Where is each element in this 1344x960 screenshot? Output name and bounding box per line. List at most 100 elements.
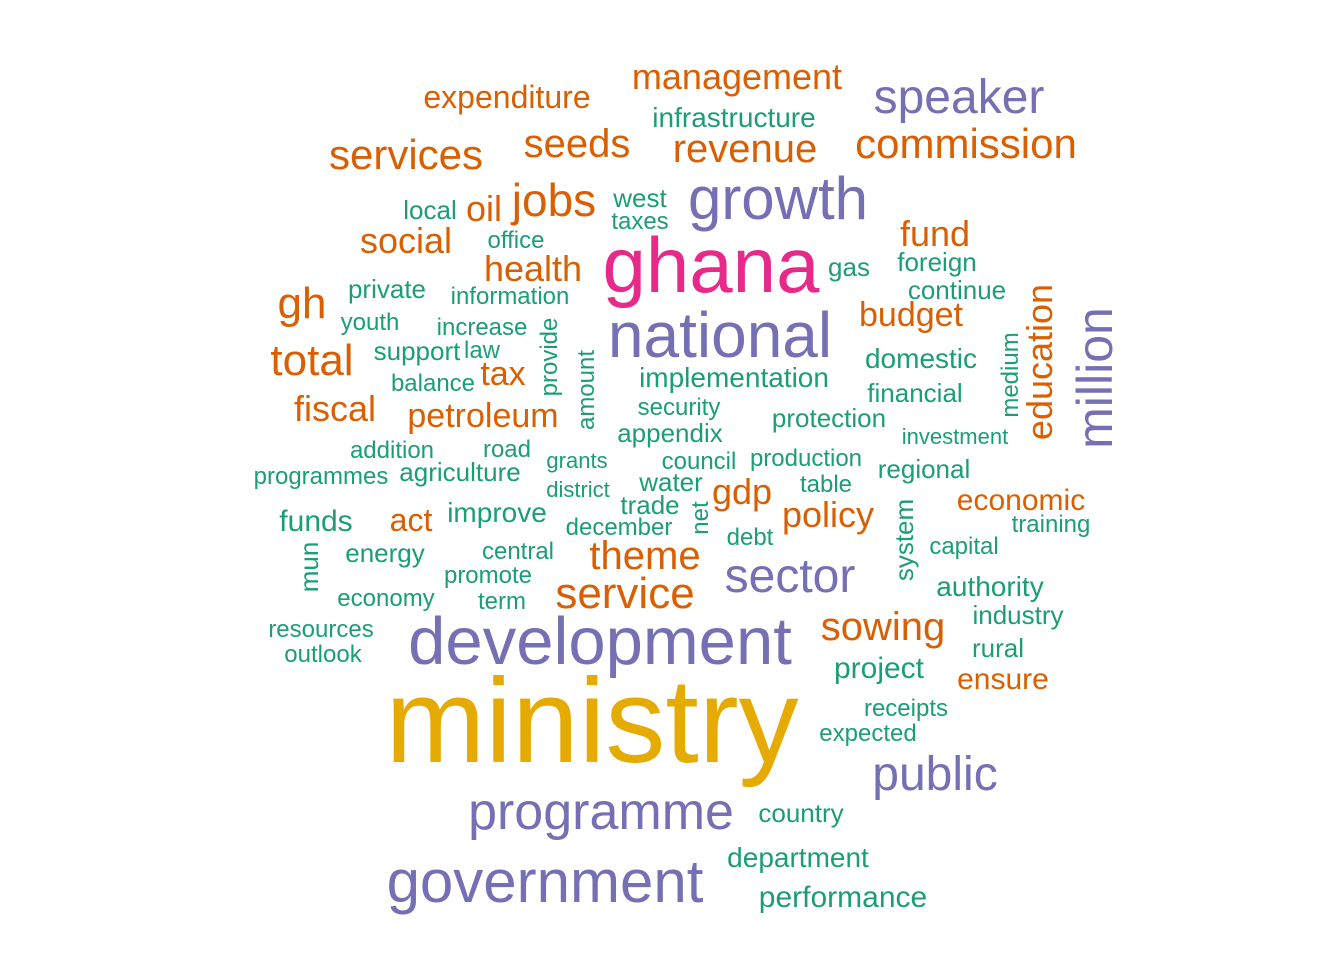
word-investment: investment [902, 424, 1008, 449]
word-infrastructure: infrastructure [652, 102, 815, 133]
word-receipts: receipts [864, 695, 948, 722]
word-service: service [555, 569, 694, 618]
word-regional: regional [878, 454, 971, 484]
word-gh: gh [278, 279, 327, 328]
word-speaker: speaker [874, 71, 1045, 124]
word-improve: improve [447, 497, 547, 528]
word-industry: industry [972, 600, 1063, 630]
word-mun: mun [294, 542, 324, 593]
word-water: water [638, 467, 703, 497]
word-private: private [348, 274, 426, 304]
word-health: health [484, 248, 582, 289]
word-tax: tax [480, 355, 525, 393]
word-services: services [329, 131, 483, 178]
word-education: education [1019, 284, 1060, 440]
word-ghana: ghana [603, 221, 821, 309]
word-rural: rural [972, 633, 1024, 663]
word-continue: continue [908, 275, 1006, 305]
word-sector: sector [725, 550, 856, 603]
word-public: public [872, 748, 997, 801]
word-addition: addition [350, 437, 434, 464]
word-increase: increase [437, 314, 528, 341]
word-security: security [638, 394, 721, 421]
word-production: production [750, 445, 862, 472]
word-implementation: implementation [639, 362, 829, 393]
word-country: country [758, 798, 843, 828]
word-support: support [374, 336, 461, 366]
word-performance: performance [759, 881, 927, 914]
word-road: road [483, 436, 531, 463]
word-sowing: sowing [821, 605, 946, 649]
word-information: information [451, 283, 570, 310]
word-management: management [632, 56, 842, 97]
word-energy: energy [345, 538, 425, 568]
word-trade: trade [620, 490, 679, 520]
word-total: total [270, 336, 353, 385]
word-domestic: domestic [865, 343, 977, 374]
word-protection: protection [772, 403, 886, 433]
word-economic: economic [957, 484, 1085, 517]
word-national: national [608, 299, 832, 371]
word-funds: funds [279, 505, 352, 538]
word-revenue: revenue [673, 127, 818, 171]
word-net: net [687, 501, 714, 535]
word-ensure: ensure [957, 663, 1049, 696]
word-training: training [1012, 511, 1091, 538]
word-west: west [612, 183, 667, 213]
word-expenditure: expenditure [423, 79, 590, 115]
word-outlook: outlook [284, 641, 362, 668]
word-youth: youth [341, 309, 400, 336]
word-foreign: foreign [897, 247, 977, 277]
word-petroleum: petroleum [407, 397, 558, 435]
word-system: system [889, 499, 919, 581]
word-gdp: gdp [712, 471, 772, 512]
word-council: council [662, 448, 737, 475]
word-office: office [488, 227, 545, 254]
word-million: million [1067, 307, 1123, 449]
word-act: act [390, 502, 433, 538]
word-appendix: appendix [617, 418, 723, 448]
word-programmes: programmes [254, 463, 389, 490]
word-policy: policy [782, 494, 874, 535]
word-gas: gas [828, 252, 870, 282]
word-law: law [464, 337, 501, 364]
word-fund: fund [900, 213, 970, 254]
word-debt: debt [727, 524, 774, 551]
word-seeds: seeds [524, 122, 631, 166]
word-project: project [834, 652, 925, 685]
word-district: district [546, 477, 610, 502]
word-social: social [360, 220, 452, 261]
word-medium: medium [997, 332, 1024, 417]
word-taxes: taxes [611, 208, 668, 235]
word-balance: balance [391, 370, 475, 397]
word-resources: resources [268, 616, 373, 643]
word-provide: provide [536, 318, 563, 397]
word-department: department [727, 842, 869, 873]
word-local: local [403, 195, 456, 225]
word-authority: authority [936, 571, 1043, 602]
word-budget: budget [859, 296, 964, 334]
word-agriculture: agriculture [399, 457, 520, 487]
word-term: term [478, 588, 526, 615]
word-commission: commission [855, 120, 1077, 167]
word-economy: economy [337, 585, 434, 612]
word-growth: growth [688, 165, 868, 232]
word-central: central [482, 538, 554, 565]
word-ministry: ministry [385, 654, 798, 788]
word-oil: oil [466, 188, 502, 229]
word-financial: financial [867, 378, 962, 408]
word-grants: grants [546, 448, 607, 473]
word-jobs: jobs [510, 174, 596, 226]
word-programme: programme [468, 783, 734, 841]
word-fiscal: fiscal [294, 388, 376, 429]
word-expected: expected [819, 720, 916, 747]
word-amount: amount [573, 350, 600, 430]
word-december: december [566, 514, 673, 541]
word-development: development [408, 604, 792, 679]
word-promote: promote [444, 562, 532, 589]
word-theme: theme [589, 534, 700, 578]
word-capital: capital [929, 533, 998, 560]
word-table: table [800, 471, 852, 498]
word-government: government [387, 848, 704, 915]
